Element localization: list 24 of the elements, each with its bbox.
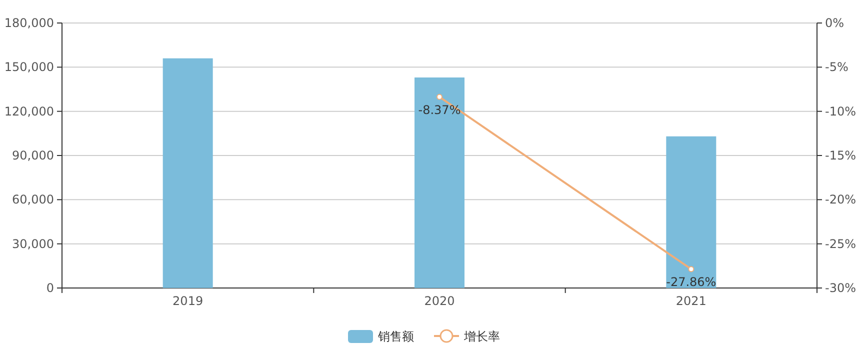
- legend-label: 销售额: [377, 330, 414, 344]
- legend-label: 增长率: [463, 330, 500, 344]
- y-tick-label: 150,000: [4, 60, 54, 74]
- bar: [162, 58, 213, 288]
- y-tick-label: 60,000: [12, 192, 54, 207]
- x-tick-label: 2020: [424, 294, 455, 308]
- y2-tick-label: -25%: [825, 236, 856, 251]
- y2-tick-label: -10%: [825, 104, 856, 118]
- x-tick-label: 2021: [676, 294, 706, 308]
- y2-tick-label: -30%: [825, 281, 856, 295]
- y-tick-label: 120,000: [4, 104, 54, 118]
- y-tick-label: 30,000: [12, 236, 54, 251]
- data-label: -8.37%: [418, 102, 461, 117]
- y2-tick-label: -20%: [825, 192, 856, 207]
- y2-tick-label: -5%: [825, 60, 848, 74]
- data-label: -27.86%: [666, 275, 716, 290]
- y2-tick-label: -15%: [825, 148, 856, 162]
- y-tick-label: 180,000: [4, 16, 54, 30]
- bar: [666, 136, 716, 288]
- bar: [414, 77, 464, 288]
- y-tick-label: 90,000: [12, 148, 54, 162]
- y-tick-label: 0: [46, 281, 54, 295]
- y2-tick-label: 0%: [825, 16, 844, 30]
- x-tick-label: 2019: [172, 294, 204, 308]
